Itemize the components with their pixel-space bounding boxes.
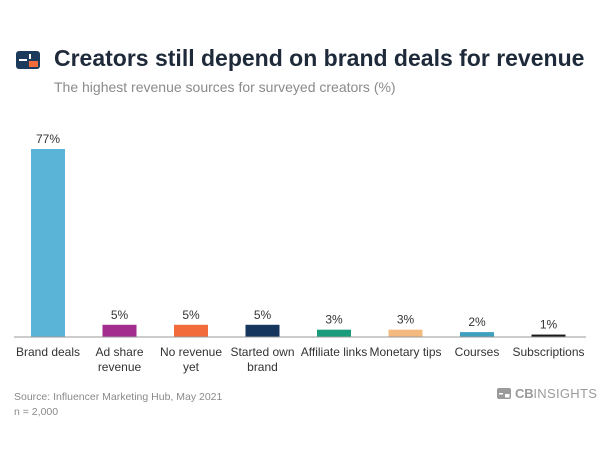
brand-insights-text: INSIGHTS	[533, 386, 598, 401]
bar-6	[460, 332, 494, 337]
category-label: revenue	[98, 360, 142, 374]
bar-7	[531, 334, 566, 337]
bar-value-label: 5%	[182, 308, 200, 322]
bar-5	[388, 329, 423, 337]
bar-value-label: 5%	[254, 308, 272, 322]
bar-4	[317, 329, 351, 337]
bar-0	[31, 149, 65, 337]
bar-1	[102, 324, 137, 337]
sample-size-note: n = 2,000	[14, 406, 59, 418]
cb-brand-icon	[497, 388, 511, 399]
chart-title: Creators still depend on brand deals for…	[54, 45, 585, 71]
brand-cb-text: CB	[515, 386, 534, 401]
category-label: Started own	[230, 345, 294, 359]
category-label: Courses	[455, 345, 500, 359]
category-label: brand	[247, 360, 278, 374]
category-label: Monetary tips	[369, 345, 441, 359]
cb-insights-logo-icon	[16, 51, 40, 69]
category-label: Affiliate links	[301, 345, 367, 359]
chart-subtitle: The highest revenue sources for surveyed…	[54, 79, 396, 95]
bar-value-label: 1%	[540, 318, 558, 332]
source-note: Source: Influencer Marketing Hub, May 20…	[14, 391, 223, 403]
bar-value-label: 3%	[397, 313, 415, 327]
bar-value-label: 5%	[111, 308, 129, 322]
category-label: Brand deals	[16, 345, 80, 359]
category-label: Subscriptions	[512, 345, 584, 359]
bar-value-label: 3%	[325, 313, 343, 327]
bar-3	[245, 324, 280, 337]
category-label: Ad share	[95, 345, 143, 359]
category-label: No revenue	[160, 345, 222, 359]
bar-value-label: 2%	[468, 315, 486, 329]
bar-2	[174, 324, 208, 337]
category-label: yet	[183, 360, 200, 374]
cb-insights-brand: CB INSIGHTS	[497, 386, 597, 401]
bar-value-label: 77%	[36, 132, 60, 146]
